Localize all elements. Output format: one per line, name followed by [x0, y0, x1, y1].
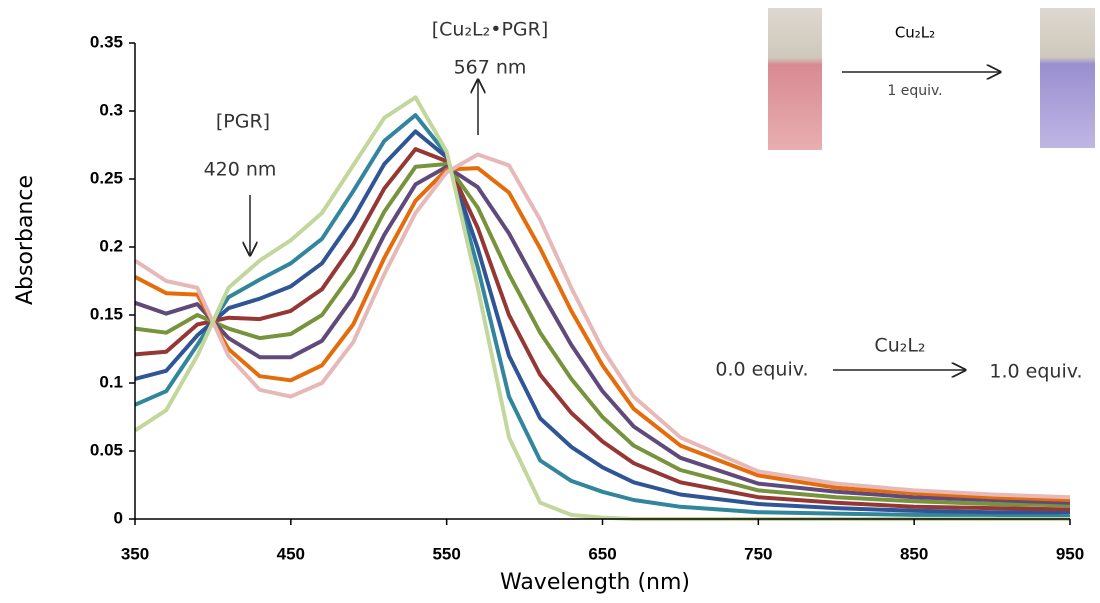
- x-tick-label: 750: [744, 544, 772, 563]
- annotation: 1.0 equiv.: [989, 361, 1082, 383]
- annotation: 567 nm: [454, 57, 527, 79]
- x-tick-label: 450: [277, 544, 305, 563]
- annotation: Cu₂L₂: [874, 335, 925, 357]
- y-axis-title: Absorbance: [13, 175, 38, 305]
- y-tick-label: 0.2: [99, 236, 123, 255]
- annotation: Cu₂L₂: [895, 24, 935, 42]
- annotation: 0.0 equiv.: [715, 359, 808, 381]
- x-tick-label: 550: [432, 544, 460, 563]
- y-tick-label: 0.1: [99, 372, 123, 391]
- x-tick-label: 950: [1056, 544, 1084, 563]
- vial-image: [768, 8, 822, 150]
- x-tick-label: 850: [900, 544, 928, 563]
- annotation: 1 equiv.: [887, 83, 942, 99]
- annotation: 420 nm: [204, 159, 277, 181]
- annotation: [Cu₂L₂•PGR]: [432, 19, 549, 41]
- y-tick-label: 0.05: [90, 440, 123, 459]
- vial-image: [1040, 8, 1095, 148]
- annotation: [PGR]: [216, 111, 270, 133]
- spectrum-line: [134, 129, 1070, 515]
- spectrum-line: [134, 166, 1071, 502]
- y-tick-label: 0.3: [99, 100, 123, 119]
- spectrum-line: [134, 113, 1071, 519]
- x-tick-label: 650: [588, 544, 616, 563]
- y-tick-label: 0: [114, 508, 123, 527]
- spectrum-line: [134, 147, 1071, 512]
- y-tick-label: 0.15: [90, 304, 123, 323]
- y-tick-label: 0.25: [90, 168, 123, 187]
- spectrum-line: [133, 152, 1071, 500]
- spectrum-line: [134, 164, 1071, 505]
- x-axis-title: Wavelength (nm): [500, 570, 690, 595]
- y-tick-label: 0.35: [90, 32, 123, 51]
- x-tick-label: 350: [121, 544, 149, 563]
- spectrum-line: [134, 162, 1071, 508]
